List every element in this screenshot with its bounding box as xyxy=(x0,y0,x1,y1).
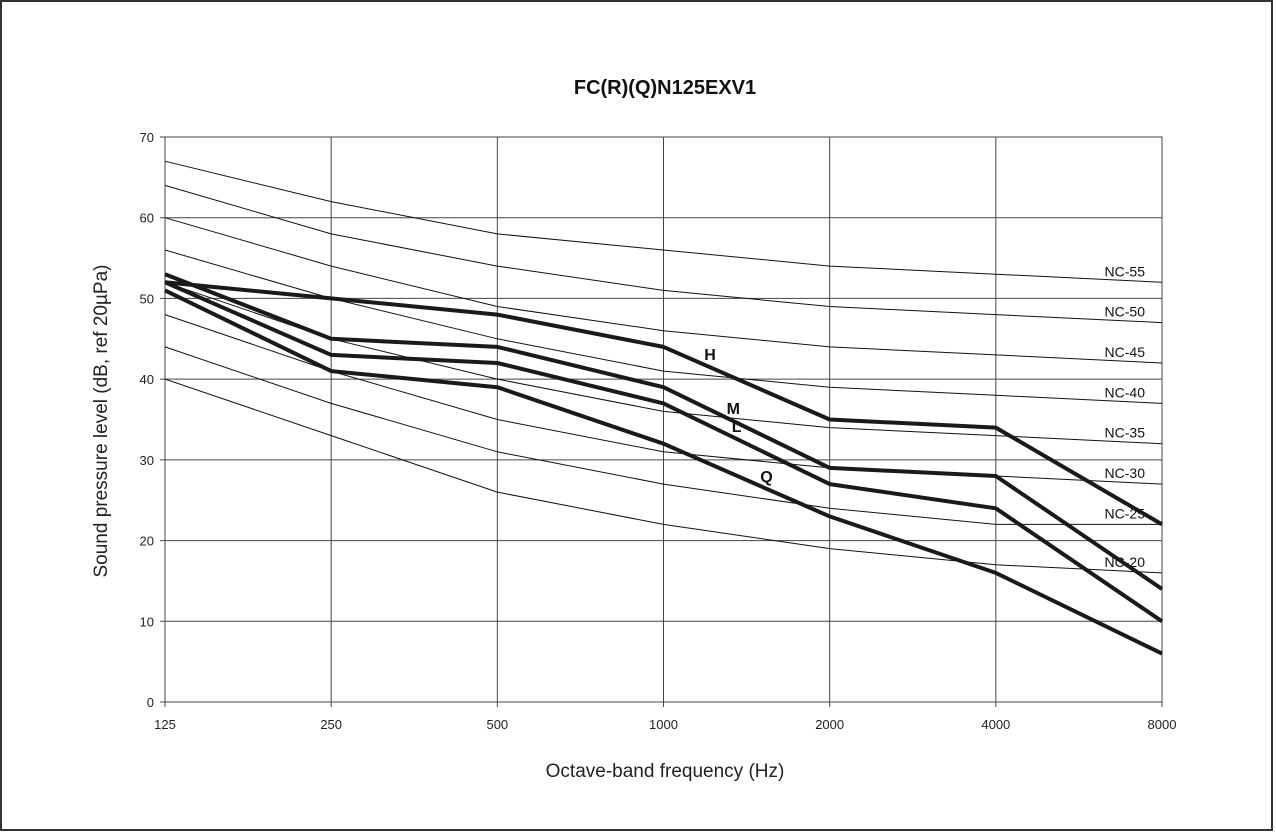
x-tick-label: 4000 xyxy=(981,717,1010,732)
nc-curve-label: NC-30 xyxy=(1105,465,1146,481)
nc-curve xyxy=(164,217,1163,364)
chart-title: FC(R)(Q)N125EXV1 xyxy=(574,77,756,99)
series-label: H xyxy=(704,347,716,364)
series-line xyxy=(164,280,1164,527)
nc-curve xyxy=(164,160,1163,283)
y-tick-label: 30 xyxy=(140,453,154,468)
nc-curve-label: NC-50 xyxy=(1105,304,1146,320)
nc-curve xyxy=(164,346,1162,525)
y-tick-label: 70 xyxy=(140,130,154,145)
x-tick-label: 500 xyxy=(486,717,508,732)
x-tick-label: 125 xyxy=(154,717,176,732)
y-tick-label: 60 xyxy=(140,211,154,226)
x-tick-label: 2000 xyxy=(815,717,844,732)
series-line xyxy=(164,272,1164,591)
y-tick-label: 0 xyxy=(147,695,154,710)
y-tick-label: 10 xyxy=(140,614,154,629)
tick-labels: 125 250 500 1000 2000 4000 8000 0 10 20 30 40 50 60 70 xyxy=(140,130,1177,732)
y-axis-label: Sound pressure level (dB, ref 20µPa) xyxy=(91,265,112,578)
series-line xyxy=(164,280,1164,623)
nc-curve-label: NC-55 xyxy=(1105,263,1146,279)
y-tick-label: 20 xyxy=(140,534,154,549)
x-tick-label: 250 xyxy=(320,717,342,732)
nc-curve-label: NC-25 xyxy=(1105,505,1146,521)
series-label: M xyxy=(727,401,740,418)
x-tick-label: 1000 xyxy=(649,717,678,732)
nc-curve xyxy=(164,378,1163,574)
series-label: Q xyxy=(760,469,772,486)
nc-curve-label: NC-45 xyxy=(1105,344,1146,360)
y-tick-label: 40 xyxy=(140,372,154,387)
nc-curve-label: NC-40 xyxy=(1105,384,1146,400)
plot-area-border xyxy=(164,136,1163,703)
x-tick-label: 8000 xyxy=(1148,717,1177,732)
series-line xyxy=(164,288,1163,656)
grid xyxy=(160,136,1163,707)
x-axis-label: Octave-band frequency (Hz) xyxy=(546,761,785,782)
y-tick-label: 50 xyxy=(140,291,154,306)
operating-series: H ML Q xyxy=(164,272,1164,656)
nc-curve xyxy=(164,184,1163,324)
nc-curve-label: NC-35 xyxy=(1105,425,1146,441)
series-label: L xyxy=(732,419,742,436)
